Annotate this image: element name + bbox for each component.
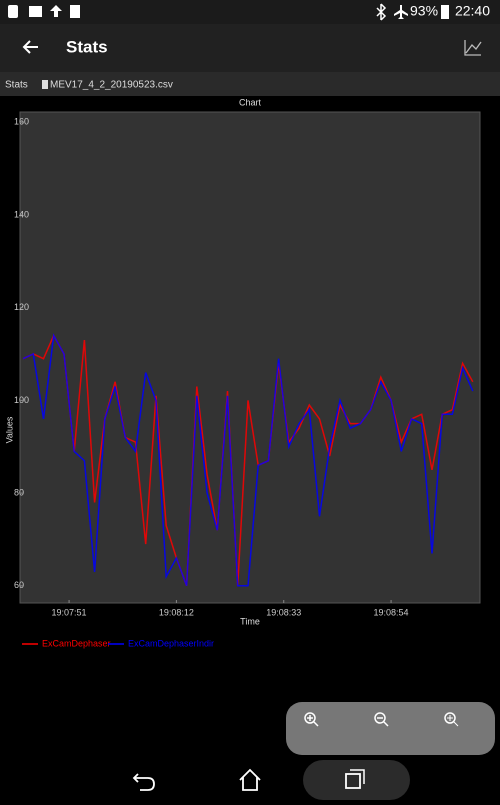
nav-back[interactable] — [132, 773, 155, 791]
status-bar — [0, 0, 500, 24]
x-axis-label: Time — [240, 616, 260, 626]
file-icon — [42, 80, 48, 89]
y-axis-label: Values — [4, 416, 14, 443]
status-icon — [70, 5, 80, 18]
plot: 60 80 100 120 140 160 19:07:51 19:08:12 19:08:33… — [14, 117, 474, 617]
battery-text: 93% — [410, 3, 438, 19]
status-icon — [50, 5, 62, 17]
series-line — [22, 333, 474, 587]
zoom-out-button[interactable] — [374, 712, 389, 727]
y-tick-label: 120 — [14, 302, 29, 312]
x-tick-label: 19:08:12 — [159, 607, 194, 617]
nav-home[interactable] — [239, 768, 261, 791]
x-tick-label: 19:08:33 — [266, 607, 301, 617]
nav-pill — [303, 760, 410, 800]
breadcrumb-section[interactable]: Stats — [5, 80, 28, 91]
airplane-icon — [394, 5, 408, 19]
nav-bar — [0, 760, 500, 800]
breadcrumb-bar — [0, 72, 500, 96]
y-tick-label: 60 — [14, 580, 24, 590]
zoom-panel — [286, 702, 495, 755]
legend-label: ExCamDephaser — [42, 638, 111, 648]
y-tick-label: 80 — [14, 487, 24, 497]
x-tick-label: 19:08:54 — [374, 607, 409, 617]
plot-area — [19, 111, 481, 604]
chart-title: Chart — [239, 97, 262, 107]
nav-recents[interactable] — [345, 769, 365, 789]
status-icon — [8, 5, 18, 18]
app-bar — [0, 24, 500, 72]
app-title: Stats — [66, 37, 108, 56]
series-line — [22, 333, 474, 587]
y-tick-label: 100 — [14, 395, 29, 405]
zoom-in-button[interactable] — [304, 712, 319, 727]
chart-button[interactable] — [464, 40, 482, 56]
x-tick-label: 19:07:51 — [52, 607, 87, 617]
zoom-reset-button[interactable] — [444, 712, 459, 727]
status-icon — [29, 6, 42, 17]
battery-icon — [441, 5, 449, 19]
y-tick-label: 160 — [14, 117, 29, 127]
breadcrumb-file: MEV17_4_2_20190523.csv — [50, 80, 173, 91]
bluetooth-icon — [376, 3, 387, 21]
legend-label: ExCamDephaserIndir — [128, 638, 214, 648]
y-tick-label: 140 — [14, 209, 29, 219]
back-button[interactable] — [22, 40, 38, 54]
clock: 22:40 — [455, 3, 490, 19]
